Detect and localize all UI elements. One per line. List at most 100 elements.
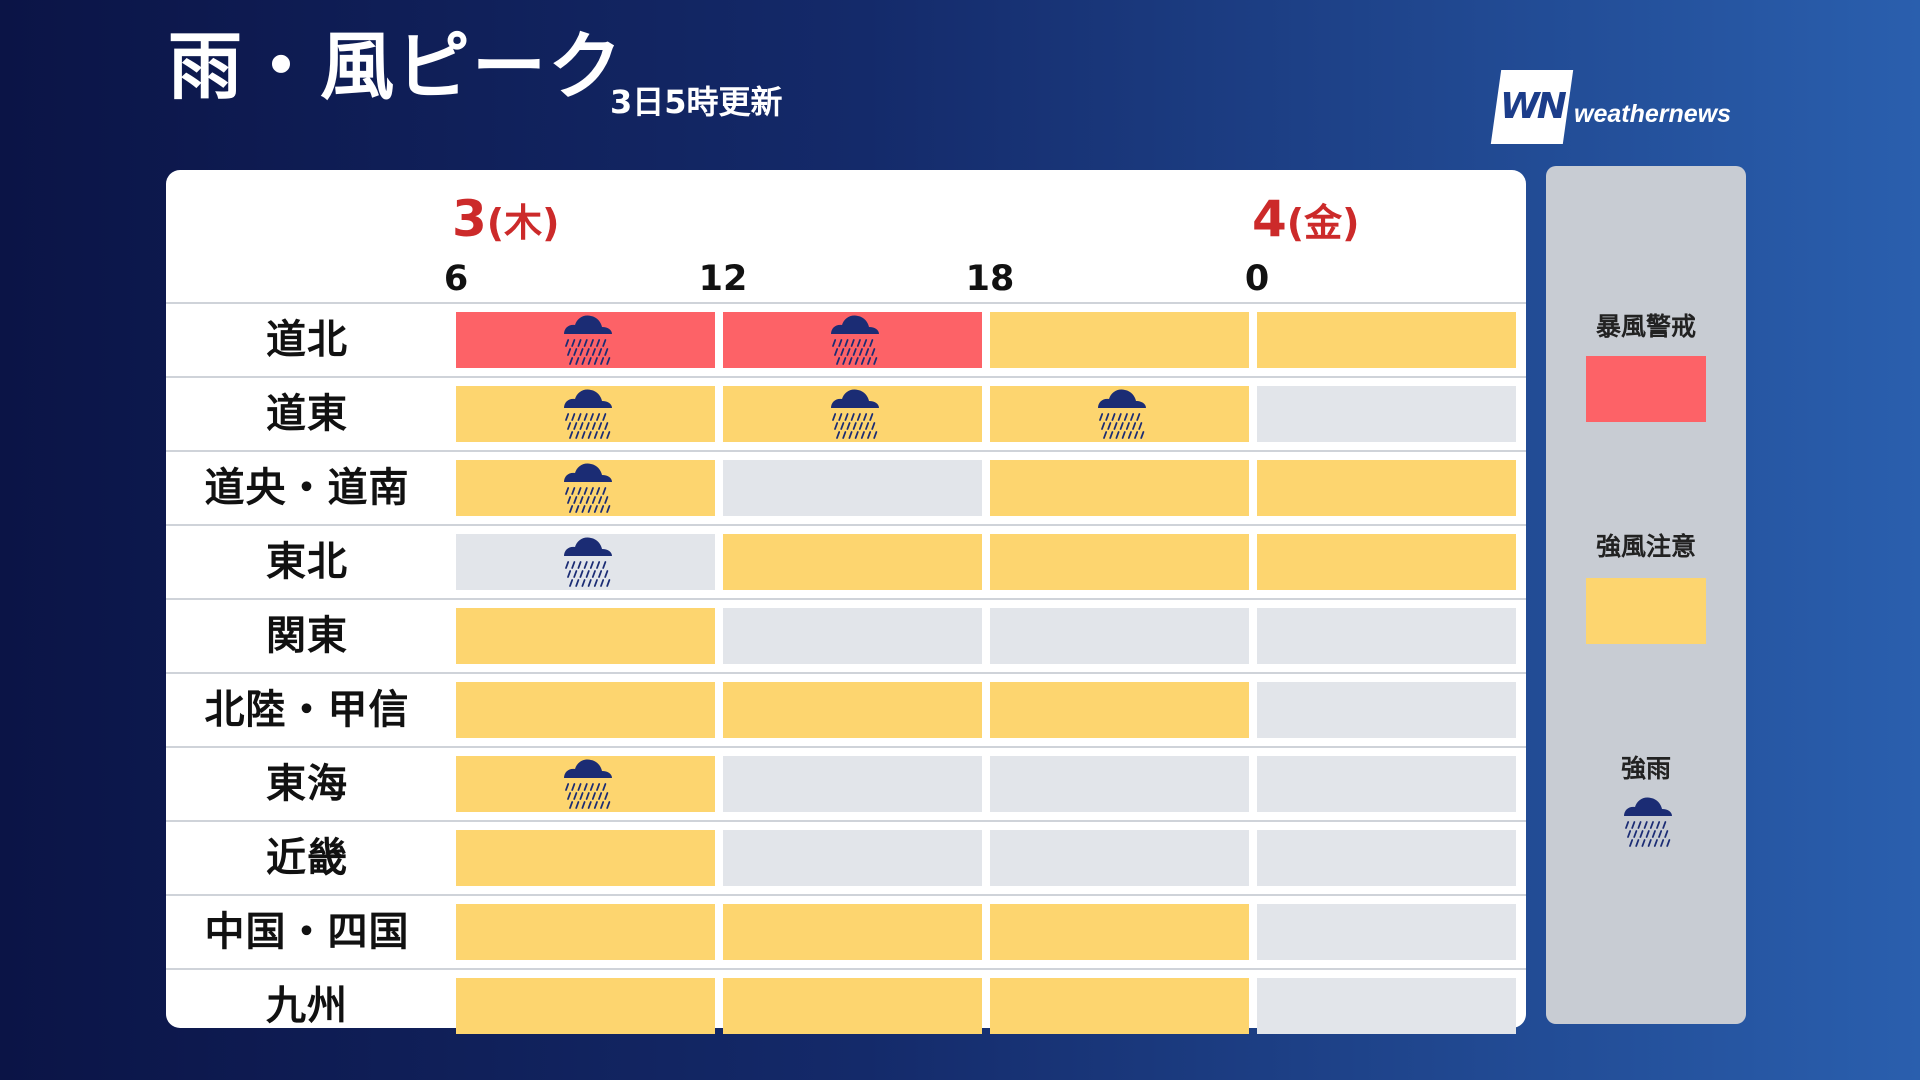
raindrop	[603, 496, 608, 504]
raindrop	[850, 339, 855, 347]
raindrop	[605, 505, 610, 513]
legend-warning-label: 暴風警戒	[1595, 312, 1696, 341]
legend-panel: 暴風警戒 強風注意 強雨	[1546, 166, 1746, 1024]
raindrop	[580, 505, 586, 513]
heatmap-cell	[723, 608, 982, 664]
raindrop	[847, 357, 853, 365]
heatmap-row: 東海	[166, 746, 1526, 820]
heatmap-cell	[456, 312, 715, 368]
heatmap-cell	[990, 608, 1249, 664]
raindrop	[601, 783, 606, 791]
raindrop	[583, 561, 588, 569]
heatmap-cell	[456, 756, 715, 812]
raindrop	[1662, 821, 1667, 829]
raindrop	[1137, 422, 1142, 430]
heatmap-row: 近畿	[166, 820, 1526, 894]
raindrop	[831, 339, 836, 347]
raindrop	[572, 570, 577, 578]
raindrop	[872, 357, 877, 365]
raindrop	[572, 348, 577, 356]
raindrop	[603, 792, 608, 800]
raindrop	[1139, 431, 1144, 439]
raindrop	[597, 348, 602, 356]
raindrop	[605, 357, 610, 365]
raindrop	[1631, 821, 1636, 829]
raindrop	[595, 487, 600, 495]
cloud-shape	[830, 315, 879, 334]
raindrop	[1629, 839, 1634, 847]
raindrop	[850, 413, 855, 421]
legend-caution-label: 強風注意	[1595, 532, 1696, 561]
raindrop	[564, 339, 569, 347]
raindrop	[852, 348, 857, 356]
region-label: 道央・道南	[204, 465, 410, 511]
heatmap-cell	[723, 978, 982, 1034]
raindrop	[570, 339, 575, 347]
raindrop	[839, 348, 844, 356]
raindrop	[833, 422, 838, 430]
heatmap-cell	[456, 682, 715, 738]
region-label: 北陸・甲信	[204, 687, 410, 733]
heatmap-cell	[723, 904, 982, 960]
raindrop	[593, 505, 598, 513]
raindrop	[591, 570, 596, 578]
day-label-4: 4(金)	[1252, 194, 1360, 244]
raindrop	[605, 801, 610, 809]
cloud-shape	[1097, 389, 1146, 408]
raindrop	[585, 422, 590, 430]
raindrop	[1133, 431, 1138, 439]
heatmap-cell	[723, 534, 982, 590]
raindrop	[572, 496, 577, 504]
raindrop	[574, 579, 579, 587]
heatmap-row: 道東	[166, 376, 1526, 450]
raindrop	[841, 357, 846, 365]
logo-text: weathernews	[1574, 100, 1732, 128]
raindrop	[589, 783, 594, 791]
weathernews-logo: WN weathernews	[1490, 70, 1746, 144]
heatmap-cell	[990, 830, 1249, 886]
raindrop	[570, 783, 575, 791]
heatmap-cell	[990, 534, 1249, 590]
heatmap-cell	[723, 830, 982, 886]
raindrop	[1633, 830, 1638, 838]
raindrop	[1127, 431, 1132, 439]
raindrop	[583, 339, 588, 347]
raindrop	[597, 570, 602, 578]
logo-mark: WN	[1500, 86, 1567, 127]
raindrop	[564, 561, 569, 569]
raindrop	[585, 348, 590, 356]
raindrop	[866, 357, 871, 365]
raindrop	[1656, 821, 1661, 829]
raindrop	[833, 348, 838, 356]
heatmap-row: 道北	[166, 302, 1526, 376]
heatmap-cell	[990, 904, 1249, 960]
raindrop	[589, 339, 594, 347]
raindrop	[841, 431, 846, 439]
raindrop	[860, 357, 865, 365]
raindrop	[568, 579, 573, 587]
raindrop	[593, 579, 598, 587]
heatmap-row: 北陸・甲信	[166, 672, 1526, 746]
raindrop	[578, 348, 584, 356]
raindrop	[568, 801, 573, 809]
raindrop	[868, 413, 873, 421]
raindrop	[862, 413, 867, 421]
raindrop	[578, 496, 584, 504]
hour-tick-18: 18	[965, 259, 1015, 299]
raindrop	[566, 570, 571, 578]
heatmap-cell	[990, 978, 1249, 1034]
raindrop	[1110, 413, 1116, 421]
heatmap-cell	[456, 904, 715, 960]
raindrop	[568, 357, 573, 365]
raindrop	[847, 431, 853, 439]
legend-caution-swatch	[1586, 578, 1706, 644]
raindrop	[1112, 422, 1118, 430]
raindrop	[1658, 830, 1663, 838]
heatmap-cell	[723, 386, 982, 442]
raindrop	[587, 505, 592, 513]
day-number: 4	[1252, 190, 1287, 248]
raindrop	[570, 487, 575, 495]
raindrop	[845, 422, 851, 430]
cloud-shape	[563, 759, 612, 778]
raindrop	[843, 339, 849, 347]
